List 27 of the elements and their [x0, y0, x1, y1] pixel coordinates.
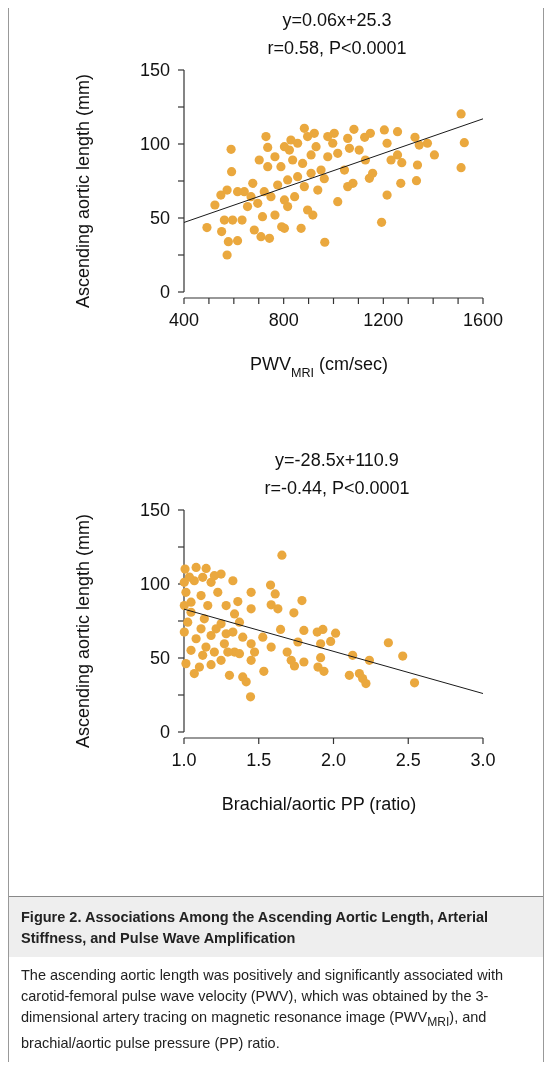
x-axis-title: PWV$_{MRI}$ (cm/sec)	[249, 354, 389, 380]
x-tick-label: 1.5	[246, 750, 272, 770]
text: r=-0.44, P<0.0001	[264, 478, 410, 498]
y-tick-label: 100	[139, 574, 170, 595]
x-tick-label: 400	[168, 310, 200, 330]
x-tick-label: 1.0	[171, 750, 197, 770]
x-tick-label: 2.0	[320, 750, 347, 770]
y-tick-label: 150	[139, 60, 170, 81]
text: y=-28.5x+110.9	[275, 450, 399, 470]
text: y=0.06x+25.3	[282, 10, 392, 30]
y-tick-label: 50	[149, 208, 170, 229]
y-tick-label: 0	[159, 282, 170, 303]
y-tick-label: 150	[139, 500, 170, 521]
text: The ascending aortic length was positively and significantly associated with carotid-femoral pulse wave velocity (PWV), which was obtained by the 3-dimensional artery tracing on magnetic resonance image (PWV$_{MRI}$), and brachial/aortic pulse pressure (PP) ratio.	[21, 967, 503, 1051]
y-tick-label: 100	[139, 134, 170, 155]
x-tick-label: 3.0	[470, 750, 496, 770]
x-tick-label: 800	[268, 310, 299, 330]
x-tick-label: 2.5	[395, 750, 421, 770]
x-tick-label: 1200	[363, 310, 404, 330]
y-axis-title: Ascending aortic length (mm)	[73, 513, 93, 749]
y-tick-label: 0	[159, 722, 170, 743]
x-tick-label: 1600	[462, 310, 504, 330]
text: Figure 2. Associations Among the Ascending Aortic Length, Arterial Stiffness, and Pulse Wave Amplification	[9, 896, 543, 957]
text: r=0.58, P<0.0001	[267, 38, 407, 58]
y-axis-title: Ascending aortic length (mm)	[73, 73, 93, 309]
y-tick-label: 50	[149, 648, 170, 669]
x-axis-title: Brachial/aortic PP (ratio)	[221, 794, 417, 814]
